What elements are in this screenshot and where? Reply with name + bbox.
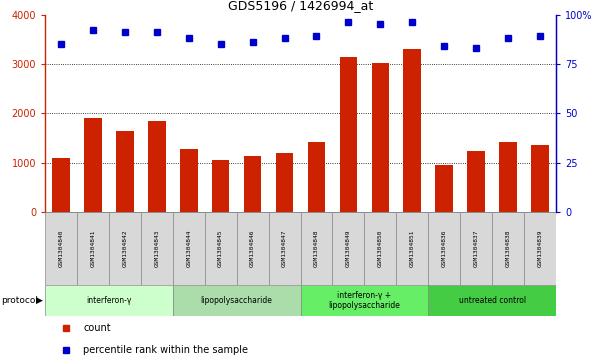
Text: protocol: protocol	[1, 296, 38, 305]
Bar	[237, 212, 269, 285]
Bar	[524, 212, 556, 285]
Bar	[308, 142, 325, 212]
Bar	[531, 144, 549, 212]
Bar	[435, 165, 453, 212]
Text: GSM1304851: GSM1304851	[410, 230, 415, 268]
Bar	[141, 212, 173, 285]
Text: GSM1304836: GSM1304836	[442, 230, 447, 268]
Bar	[269, 212, 300, 285]
Text: GSM1304838: GSM1304838	[505, 230, 510, 268]
Text: GSM1304844: GSM1304844	[186, 230, 191, 268]
Text: lipopolysaccharide: lipopolysaccharide	[201, 296, 273, 305]
Bar	[52, 158, 70, 212]
Text: GSM1304846: GSM1304846	[250, 230, 255, 268]
Text: GSM1304840: GSM1304840	[58, 230, 64, 268]
Bar	[300, 212, 332, 285]
Bar	[340, 57, 357, 212]
Bar	[428, 212, 460, 285]
Text: GSM1304850: GSM1304850	[378, 230, 383, 268]
Bar	[205, 212, 237, 285]
Text: GSM1304842: GSM1304842	[123, 230, 127, 268]
Bar	[212, 160, 230, 212]
Bar	[244, 156, 261, 212]
Text: GSM1304848: GSM1304848	[314, 230, 319, 268]
Title: GDS5196 / 1426994_at: GDS5196 / 1426994_at	[228, 0, 373, 12]
Text: untreated control: untreated control	[459, 296, 526, 305]
Bar	[396, 212, 429, 285]
Bar	[276, 154, 293, 212]
Text: GSM1304839: GSM1304839	[537, 230, 543, 268]
Bar	[460, 212, 492, 285]
Bar	[109, 212, 141, 285]
Bar	[428, 285, 556, 316]
Text: GSM1304843: GSM1304843	[154, 230, 159, 268]
Bar	[148, 121, 166, 212]
Text: percentile rank within the sample: percentile rank within the sample	[84, 345, 248, 355]
Bar	[492, 212, 524, 285]
Text: ▶: ▶	[36, 296, 43, 305]
Text: GSM1304845: GSM1304845	[218, 230, 223, 268]
Bar	[499, 142, 517, 212]
Text: GSM1304837: GSM1304837	[474, 230, 478, 268]
Bar	[468, 151, 485, 212]
Bar	[173, 285, 300, 316]
Text: GSM1304847: GSM1304847	[282, 230, 287, 268]
Bar	[300, 285, 428, 316]
Bar	[332, 212, 364, 285]
Bar	[371, 63, 389, 212]
Text: GSM1304841: GSM1304841	[91, 230, 96, 268]
Bar	[45, 285, 173, 316]
Bar	[116, 131, 133, 212]
Text: interferon-γ: interferon-γ	[87, 296, 132, 305]
Bar	[180, 149, 198, 212]
Bar	[84, 118, 102, 212]
Text: count: count	[84, 323, 111, 333]
Bar	[403, 49, 421, 212]
Bar	[45, 212, 77, 285]
Text: interferon-γ +
lipopolysaccharide: interferon-γ + lipopolysaccharide	[328, 291, 400, 310]
Text: GSM1304849: GSM1304849	[346, 230, 351, 268]
Bar	[364, 212, 396, 285]
Bar	[173, 212, 205, 285]
Bar	[77, 212, 109, 285]
